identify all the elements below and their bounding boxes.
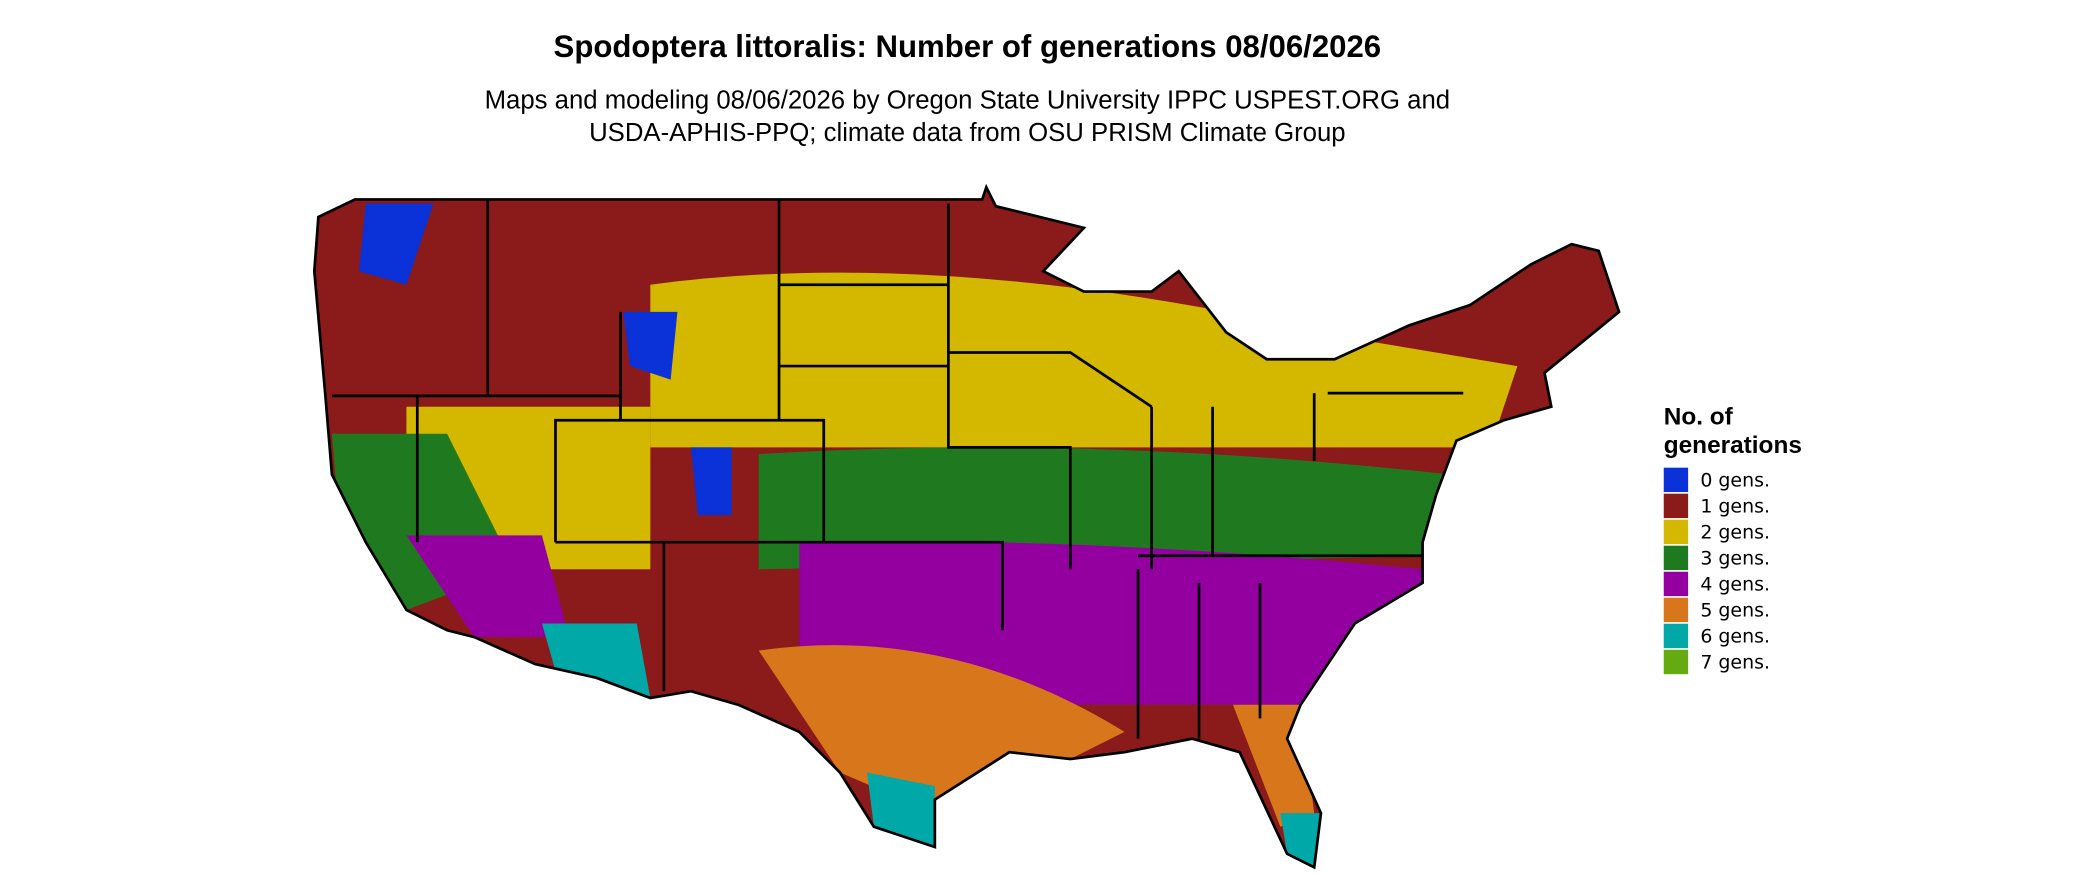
legend-label: 7 gens. bbox=[1700, 652, 1770, 674]
legend-swatch bbox=[1663, 597, 1689, 623]
legend-swatch bbox=[1663, 649, 1689, 675]
map-regions bbox=[314, 187, 1620, 868]
legend-swatch bbox=[1663, 519, 1689, 545]
region bbox=[867, 772, 935, 848]
legend-label: 4 gens. bbox=[1700, 574, 1770, 596]
legend-title: generations bbox=[1664, 432, 1802, 459]
legend-title: No. of bbox=[1664, 403, 1734, 430]
region bbox=[758, 447, 1450, 570]
legend-swatch bbox=[1663, 545, 1689, 571]
region bbox=[541, 623, 651, 698]
legend-swatch bbox=[1663, 571, 1689, 597]
legend: 0 gens. 1 gens. 2 gens. 3 gens. 4 gens. 5 gen… bbox=[1663, 467, 1770, 675]
legend-label: 1 gens. bbox=[1700, 496, 1770, 518]
region bbox=[1280, 813, 1321, 868]
legend-label: 3 gens. bbox=[1700, 548, 1770, 570]
legend-label: 5 gens. bbox=[1700, 600, 1770, 622]
legend-label: 2 gens. bbox=[1700, 522, 1770, 544]
region bbox=[406, 535, 570, 638]
legend-swatch bbox=[1663, 467, 1689, 493]
subtitle-line: USDA-APHIS-PPQ; climate data from OSU PR… bbox=[589, 119, 1346, 147]
legend-swatch bbox=[1663, 493, 1689, 519]
region bbox=[359, 203, 732, 516]
us-outline bbox=[312, 183, 1621, 870]
state-borders bbox=[312, 183, 1621, 870]
subtitle-line: Maps and modeling 08/06/2026 by Oregon S… bbox=[485, 87, 1451, 115]
map-title: Spodoptera littoralis: Number of generat… bbox=[554, 29, 1382, 64]
state-lines bbox=[331, 199, 1464, 739]
legend-label: 0 gens. bbox=[1700, 470, 1770, 492]
legend-swatch bbox=[1663, 623, 1689, 649]
legend-label: 6 gens. bbox=[1700, 626, 1770, 648]
